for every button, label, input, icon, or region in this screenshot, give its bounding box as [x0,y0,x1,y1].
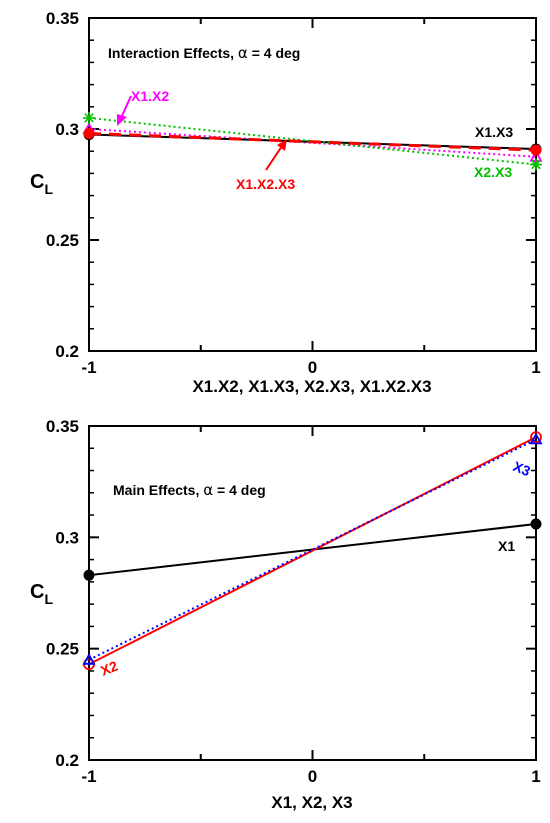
y-tick-label: 0.25 [46,640,79,659]
interaction-effects-chart: 0.2 0.25 0.3 0.35 -1 0 1 Interaction Effects, … [30,9,543,396]
series-x2 [83,431,542,671]
series-x2-x3 [83,111,542,171]
x-tick-label: 1 [531,767,540,786]
annotation-title: Interaction Effects, α = 4 deg [108,44,300,62]
axes: 0.2 0.25 0.3 0.35 -1 0 1 [46,9,541,377]
y-axis-label: CL [30,581,53,607]
x-tick-label: 0 [308,767,317,786]
data-point-x3 [529,432,543,445]
series-label-x1-x3: X1.X3 [475,124,513,140]
y-tick-label: 0.35 [46,417,79,436]
series-layer [82,111,543,171]
x-tick-label: -1 [81,767,96,786]
y-tick-label: 0.2 [55,342,79,361]
callout-arrow-x1-x2-x3 [265,139,287,171]
y-axis-label: CL [30,171,53,197]
annotation-title: Main Effects, α = 4 deg [113,481,266,499]
data-point-x2-x3 [530,158,542,171]
series-layer [82,431,543,671]
series-label-x2-x3: X2.X3 [474,164,512,180]
x-axis-label: X1.X2, X1.X3, X2.X3, X1.X2.X3 [192,377,431,396]
series-line-x1-x2-x3 [88,131,537,152]
data-point-x1 [530,518,542,530]
y-tick-label: 0.3 [55,120,79,139]
series-label-x2: X2 [98,657,120,678]
series-line-x2 [88,436,537,666]
plot-frame [88,17,537,352]
y-tick-label: 0.3 [55,528,79,547]
y-tick-label: 0.2 [55,751,79,770]
series-label-x1: X1 [498,538,515,554]
series-x3 [82,432,543,665]
data-point-x1 [83,569,95,581]
y-tick-label: 0.35 [46,9,79,28]
main-effects-chart: 0.2 0.25 0.3 0.35 -1 0 1 Main Effects, α = 4 d… [30,417,543,812]
x-tick-label: 1 [531,358,540,377]
x-tick-label: -1 [81,358,96,377]
series-x1-x2-x3 [83,127,542,156]
data-point-x2-x3 [83,111,95,124]
plot-frame [88,425,537,761]
callout-arrow-x1-x2 [117,95,132,126]
data-point-x1-x2-x3 [83,127,95,139]
data-point-x3 [82,652,96,665]
x-axis-label: X1, X2, X3 [271,793,352,812]
data-point-x2 [530,431,542,444]
x-tick-label: 0 [308,358,317,377]
series-label-x1-x2: X1.X2 [131,88,169,104]
axes: 0.2 0.25 0.3 0.35 -1 0 1 [46,417,541,786]
series-line-x3 [88,438,537,661]
series-label-x1-x2-x3: X1.X2.X3 [236,176,295,192]
series-label-x3: X3 [511,458,533,479]
y-tick-label: 0.25 [46,231,79,250]
data-point-x1-x2-x3 [530,144,542,156]
